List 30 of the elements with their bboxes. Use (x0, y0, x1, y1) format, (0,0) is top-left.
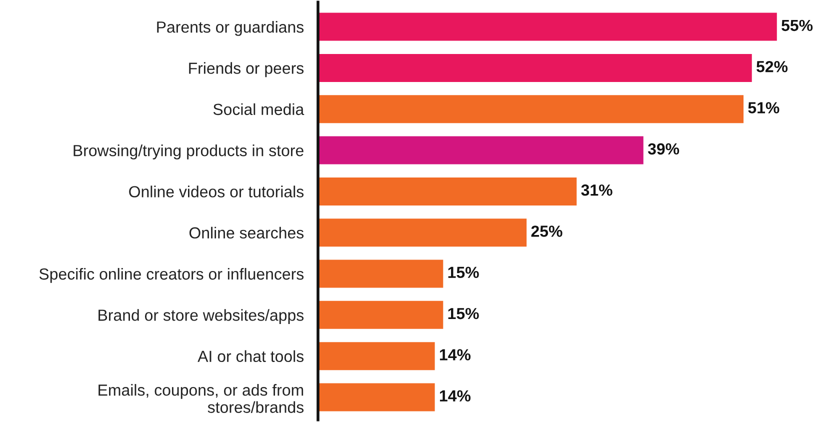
bar (318, 260, 444, 288)
y-tick-label: Emails, coupons, or ads from stores/brands (98, 384, 304, 413)
bar (318, 218, 527, 247)
bar (318, 300, 444, 329)
bar (318, 12, 777, 41)
y-tick-label: Social media (213, 103, 304, 116)
y-tick-label: Specific online creators or influencers (39, 268, 304, 283)
y-tick-label: Friends or peers (189, 62, 304, 78)
data-label: 51% (748, 102, 780, 114)
y-tick-label: Online searches (189, 226, 304, 239)
data-label: 14% (440, 390, 471, 402)
y-tick-label: AI or chat tools (198, 350, 304, 362)
data-label: 15% (448, 266, 479, 278)
y-tick-label: Parents or guardians (157, 21, 304, 36)
y-tick-label: Browsing/trying products in store (74, 144, 304, 160)
bar (318, 177, 577, 206)
bar (318, 342, 435, 370)
data-label: 14% (440, 349, 471, 360)
bar (318, 95, 744, 124)
bar (318, 383, 435, 412)
data-label: 25% (531, 226, 562, 237)
bar (318, 136, 644, 164)
data-label: 31% (581, 184, 612, 196)
data-label: 39% (648, 143, 680, 155)
data-label: 55% (782, 20, 813, 32)
data-label: 15% (448, 308, 479, 320)
bar (318, 54, 752, 82)
y-tick-label: Brand or store websites/apps (98, 309, 304, 324)
data-label: 52% (756, 60, 788, 72)
y-tick-label: Online videos or tutorials (129, 186, 304, 198)
